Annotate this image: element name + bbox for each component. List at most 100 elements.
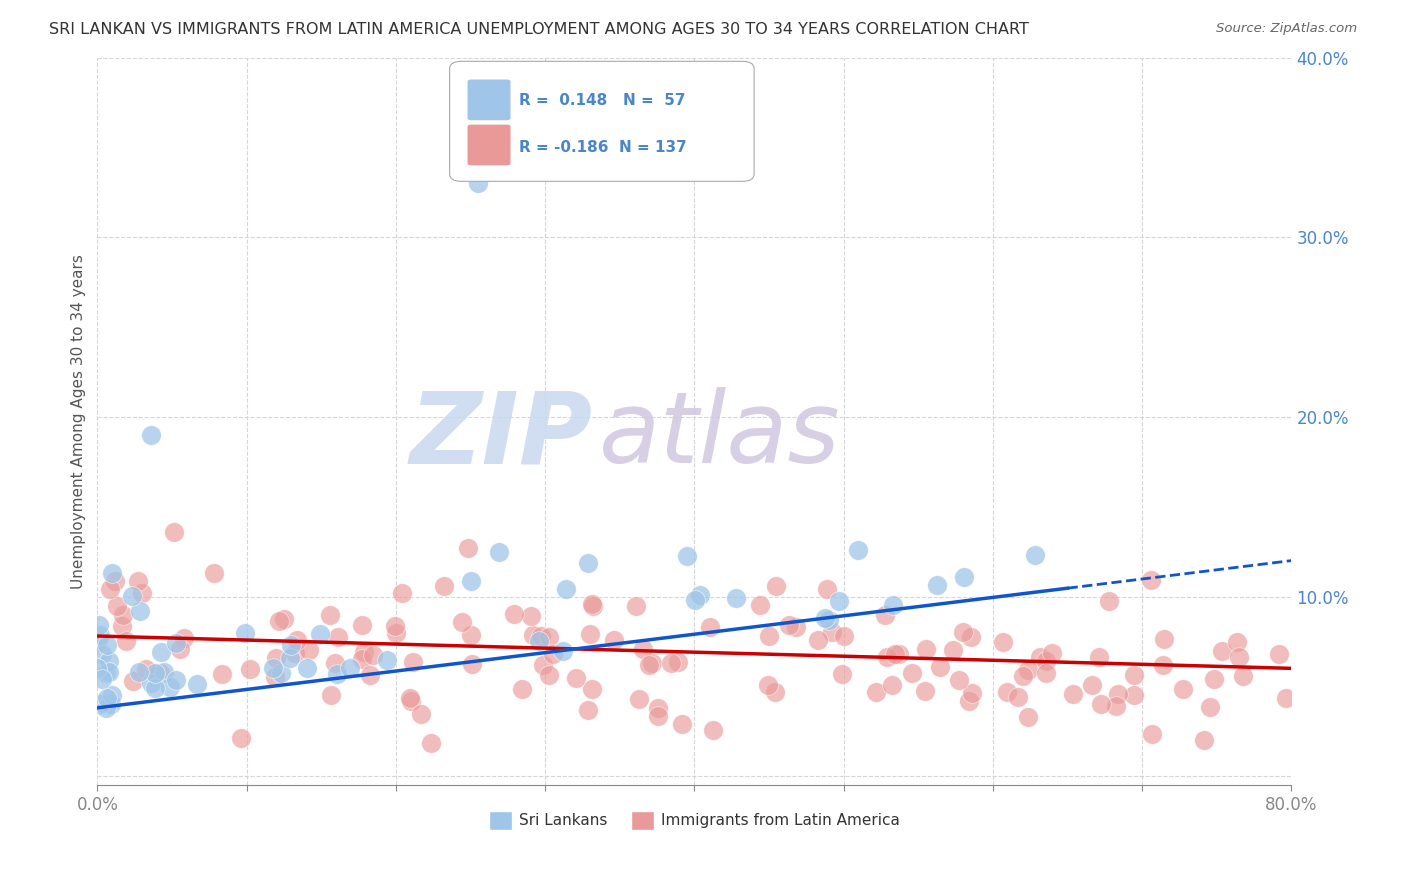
Immigrants from Latin America [503,607,526,621]
Immigrants from Latin America [928,660,950,674]
Sri Lankans [100,566,122,580]
Immigrants from Latin America [399,690,422,705]
Immigrants from Latin America [1267,647,1289,661]
Sri Lankans [326,666,349,681]
Immigrants from Latin America [1062,687,1084,701]
Immigrants from Latin America [239,662,262,676]
Sri Lankans [683,593,706,607]
Legend: Sri Lankans, Immigrants from Latin America: Sri Lankans, Immigrants from Latin Ameri… [482,805,905,836]
Sri Lankans [159,680,181,694]
Immigrants from Latin America [1035,665,1057,680]
Immigrants from Latin America [659,657,682,671]
Sri Lankans [689,588,711,602]
Sri Lankans [129,604,152,618]
Immigrants from Latin America [763,685,786,699]
Immigrants from Latin America [942,643,965,657]
Immigrants from Latin America [638,658,661,673]
Immigrants from Latin America [384,619,406,633]
Immigrants from Latin America [883,648,905,662]
Immigrants from Latin America [529,630,551,644]
Sri Lankans [578,556,600,570]
Sri Lankans [554,582,576,597]
Immigrants from Latin America [1122,688,1144,702]
Immigrants from Latin America [582,599,605,614]
Sri Lankans [882,599,904,613]
Immigrants from Latin America [135,662,157,676]
FancyBboxPatch shape [468,79,510,120]
Immigrants from Latin America [948,673,970,687]
Immigrants from Latin America [86,635,108,649]
Immigrants from Latin America [104,574,127,588]
Immigrants from Latin America [385,626,408,640]
Immigrants from Latin America [1007,690,1029,704]
Text: atlas: atlas [599,387,841,484]
Immigrants from Latin America [1029,649,1052,664]
FancyBboxPatch shape [450,62,754,181]
Sri Lankans [165,673,187,687]
Sri Lankans [100,697,122,711]
Immigrants from Latin America [1192,733,1215,747]
Immigrants from Latin America [957,693,980,707]
Immigrants from Latin America [876,649,898,664]
Immigrants from Latin America [702,723,724,738]
Immigrants from Latin America [399,694,422,708]
Immigrants from Latin America [647,709,669,723]
Immigrants from Latin America [1040,646,1063,660]
Immigrants from Latin America [461,657,484,672]
Immigrants from Latin America [914,684,936,698]
Immigrants from Latin America [273,612,295,626]
Immigrants from Latin America [411,707,433,722]
Immigrants from Latin America [352,618,374,632]
Sri Lankans [262,661,284,675]
Immigrants from Latin America [785,620,807,634]
Immigrants from Latin America [631,642,654,657]
Immigrants from Latin America [359,667,381,681]
Sri Lankans [153,665,176,679]
Sri Lankans [724,591,747,605]
Sri Lankans [91,647,114,661]
Immigrants from Latin America [433,579,456,593]
Sri Lankans [143,666,166,681]
Immigrants from Latin America [419,735,441,749]
Text: R = -0.186  N = 137: R = -0.186 N = 137 [519,140,686,154]
Immigrants from Latin America [538,630,561,644]
FancyBboxPatch shape [468,125,510,165]
Immigrants from Latin America [579,627,602,641]
Text: Source: ZipAtlas.com: Source: ZipAtlas.com [1216,22,1357,36]
Immigrants from Latin America [581,597,603,611]
Sri Lankans [814,611,837,625]
Immigrants from Latin America [756,678,779,692]
Immigrants from Latin America [959,630,981,644]
Immigrants from Latin America [402,655,425,669]
Sri Lankans [280,638,302,652]
Sri Lankans [927,578,949,592]
Immigrants from Latin America [122,674,145,689]
Sri Lankans [309,626,332,640]
Immigrants from Latin America [1153,632,1175,646]
Sri Lankans [86,661,108,675]
Text: SRI LANKAN VS IMMIGRANTS FROM LATIN AMERICA UNEMPLOYMENT AMONG AGES 30 TO 34 YEA: SRI LANKAN VS IMMIGRANTS FROM LATIN AMER… [49,22,1029,37]
Immigrants from Latin America [163,525,186,540]
Sri Lankans [165,636,187,650]
Immigrants from Latin America [666,656,689,670]
Immigrants from Latin America [202,566,225,580]
Immigrants from Latin America [229,731,252,746]
Immigrants from Latin America [1017,663,1039,677]
Immigrants from Latin America [995,685,1018,699]
Immigrants from Latin America [520,608,543,623]
Immigrants from Latin America [1017,710,1039,724]
Immigrants from Latin America [889,647,911,661]
Immigrants from Latin America [671,717,693,731]
Immigrants from Latin America [522,628,544,642]
Immigrants from Latin America [1098,594,1121,608]
Immigrants from Latin America [952,624,974,639]
Immigrants from Latin America [326,630,349,644]
Immigrants from Latin America [264,670,287,684]
Sri Lankans [553,644,575,658]
Immigrants from Latin America [361,648,384,663]
Sri Lankans [90,672,112,686]
Sri Lankans [97,654,120,668]
Immigrants from Latin America [1211,644,1233,658]
Immigrants from Latin America [537,668,560,682]
Immigrants from Latin America [211,667,233,681]
